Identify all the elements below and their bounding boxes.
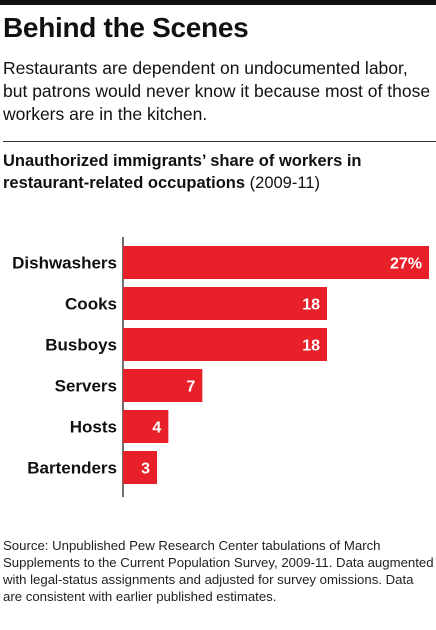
dek-text: Restaurants are dependent on undocumente… xyxy=(3,58,431,124)
section-divider xyxy=(3,141,436,142)
bars-group: Dishwashers 27% Cooks 18 Busboys 18 Servers 7 Ho… xyxy=(12,246,429,484)
bar-cooks xyxy=(123,287,327,320)
category-label-bartenders: Bartenders xyxy=(27,459,117,478)
bar-servers xyxy=(123,369,203,402)
source-note: Source: Unpublished Pew Research Center … xyxy=(3,538,434,604)
value-label-hosts: 4 xyxy=(152,420,161,437)
chart-title: Unauthorized immigrants’ share of worker… xyxy=(3,150,433,194)
bar-busboys xyxy=(123,328,327,361)
category-label-servers: Servers xyxy=(55,377,117,396)
category-label-hosts: Hosts xyxy=(70,418,117,437)
category-label-cooks: Cooks xyxy=(65,295,117,314)
category-label-busboys: Busboys xyxy=(45,336,117,355)
chart-title-period: (2009-11) xyxy=(249,174,320,192)
value-label-bartenders: 3 xyxy=(141,461,150,478)
value-label-servers: 7 xyxy=(186,379,195,396)
category-label-dishwashers: Dishwashers xyxy=(12,254,117,273)
headline: Behind the Scenes xyxy=(3,12,249,43)
bar-bartenders xyxy=(123,451,157,484)
chart-title-main: Unauthorized immigrants’ share of worker… xyxy=(3,152,362,192)
value-label-busboys: 18 xyxy=(302,338,320,355)
value-label-dishwashers: 27% xyxy=(390,256,422,273)
bar-dishwashers xyxy=(123,246,429,279)
top-rule xyxy=(0,0,436,5)
value-label-cooks: 18 xyxy=(302,297,320,314)
bar-chart: Dishwashers 27% Cooks 18 Busboys 18 Servers 7 Ho… xyxy=(12,237,429,497)
bar-hosts xyxy=(123,410,169,443)
